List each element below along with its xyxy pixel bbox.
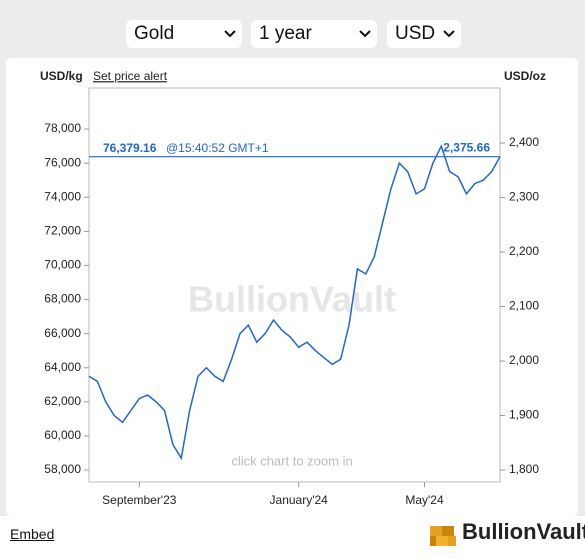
y2-tick-label: 1,900 xyxy=(509,408,539,422)
y2-tick-label: 2,300 xyxy=(509,190,539,204)
chart-panel[interactable] xyxy=(6,58,578,516)
current-price-oz: 2,375.66 xyxy=(443,140,490,154)
chevron xyxy=(224,30,236,38)
logo-icon xyxy=(430,526,456,546)
y-tick-label: 68,000 xyxy=(44,292,81,306)
y2-tick-label: 2,200 xyxy=(509,244,539,258)
y-tick-label: 64,000 xyxy=(44,360,81,374)
y-tick-label: 70,000 xyxy=(44,258,81,272)
price-line xyxy=(88,144,501,461)
y2-tick-label: 2,000 xyxy=(509,353,539,367)
y-tick-label: 76,000 xyxy=(44,155,81,169)
x-tick-label: May'24 xyxy=(405,493,444,507)
current-price-label: 76,379.16 xyxy=(103,141,157,155)
embed-link[interactable]: Embed xyxy=(10,526,55,542)
x-tick-label: January'24 xyxy=(270,493,329,507)
y2-tick-label: 2,100 xyxy=(509,299,539,313)
alert-link: Set price alert xyxy=(93,69,168,83)
chevron xyxy=(443,30,455,38)
y-tick-label: 60,000 xyxy=(44,428,81,442)
footer: Embed BullionVault xyxy=(0,516,585,558)
watermark: BullionVault xyxy=(188,279,396,320)
y2-tick-label: 1,800 xyxy=(509,462,539,476)
chart: USD/kg Set price alert USD/oz BullionVault c… xyxy=(40,69,546,507)
current-time: @15:40:52 GMT+1 xyxy=(166,141,269,155)
y-tick-label: 62,000 xyxy=(44,394,81,408)
y-tick-label: 78,000 xyxy=(44,121,81,135)
right-unit: USD/oz xyxy=(504,69,546,83)
metal-text: Gold xyxy=(134,23,175,44)
currency-text: USD xyxy=(395,23,436,44)
y2-tick-label: 2,400 xyxy=(509,135,539,149)
metal-select[interactable]: Gold xyxy=(126,20,242,48)
period-select[interactable]: 1 year xyxy=(251,20,377,48)
y-tick-label: 74,000 xyxy=(44,189,81,203)
plot-frame xyxy=(88,87,501,483)
currency-select[interactable]: USD xyxy=(387,20,461,48)
period-text: 1 year xyxy=(259,23,312,44)
y-tick-label: 72,000 xyxy=(44,224,81,238)
chevron xyxy=(359,30,371,38)
y-tick-label: 58,000 xyxy=(44,462,81,476)
x-tick-label: September'23 xyxy=(102,493,177,507)
hint: click chart to zoom in xyxy=(231,453,352,468)
left-unit: USD/kg xyxy=(40,69,83,83)
logo-text: BullionVault xyxy=(462,519,585,544)
y-tick-label: 66,000 xyxy=(44,326,81,340)
